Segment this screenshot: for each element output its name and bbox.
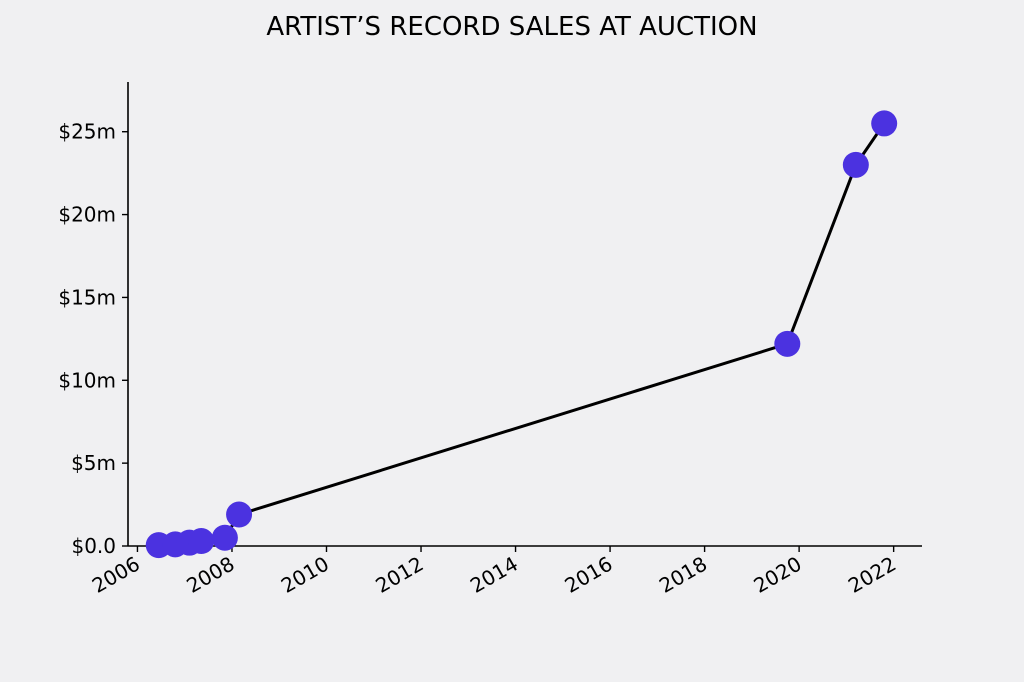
y-tick-label: $0.0 [71,534,116,558]
x-tick-label: 2006 [88,552,144,598]
plot-area [145,110,898,559]
data-point [842,151,869,178]
y-tick-label: $15m [58,285,116,309]
y-tick-label: $5m [71,451,116,475]
x-tick-label: 2022 [844,552,900,598]
data-point [226,501,253,528]
data-point [188,528,215,555]
data-point [871,110,898,137]
x-tick-label: 2014 [466,552,522,598]
x-tick-label: 2020 [750,552,806,598]
series-line [158,122,886,547]
chart-title: ARTIST’S RECORD SALES AT AUCTION [266,12,757,42]
x-tick-label: 2012 [371,552,427,598]
data-point [211,524,238,551]
y-tick-label: $20m [58,203,116,227]
data-point [774,330,801,357]
y-tick-label: $10m [58,368,116,392]
x-tick-label: 2016 [560,552,616,598]
x-tick-label: 2010 [277,552,333,598]
y-tick-label: $25m [58,120,116,144]
x-tick-label: 2018 [655,552,711,598]
x-tick-label: 2008 [182,552,238,598]
